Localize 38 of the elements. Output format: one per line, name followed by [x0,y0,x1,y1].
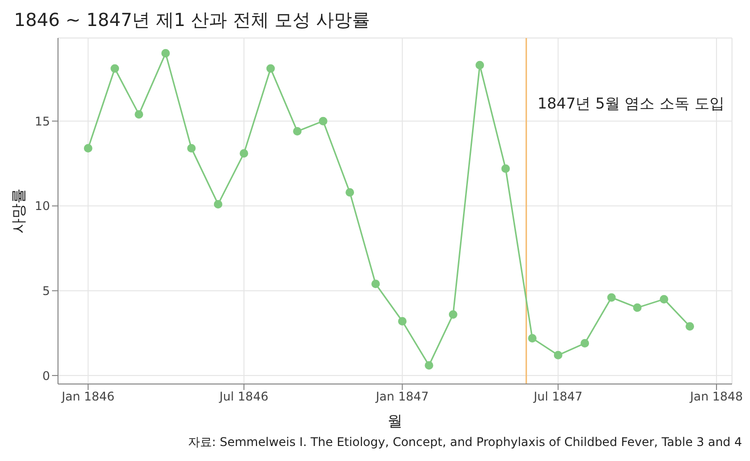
point [424,361,434,370]
x-tick-label: Jan 1847 [374,390,429,404]
point [501,164,510,173]
point [633,303,642,312]
point [371,280,380,288]
point [161,49,170,58]
chart-title: 1846 ~ 1847년 제1 산과 전체 모성 사망률 [14,9,372,32]
point [134,110,144,119]
point [110,64,120,73]
point [607,293,616,302]
x-axis-title: 월 [388,412,402,430]
y-tick-label: 5 [42,284,50,298]
x-tick-label: Jan 1848 [689,390,743,404]
ref-line-label: 1847년 5월 염소 소독 도입 [537,94,724,113]
point [448,310,458,319]
point [476,60,484,70]
x-tick-label: Jul 1846 [218,390,268,404]
point [187,144,196,152]
point [580,339,590,348]
point [318,116,328,126]
point [528,334,537,342]
point [84,144,92,152]
y-tick-label: 10 [34,199,50,214]
point [686,322,694,331]
point [266,64,275,73]
point [554,350,562,360]
y-axis-title: 사망률 [9,188,28,234]
point [346,188,354,197]
y-tick-label: 0 [42,368,50,383]
x-tick-label: Jul 1847 [532,390,583,404]
point [214,200,222,208]
x-tick-label: Jan 1846 [60,390,115,404]
point [240,149,248,158]
point [660,294,668,304]
point [293,127,302,136]
text: 자료: Semmelweis I. The Etiology, Concept, and Prophylaxis of Childbed Fever, Table 3 and 4 [186,434,742,451]
y-tick-label: 15 [34,114,50,128]
point [398,316,407,326]
